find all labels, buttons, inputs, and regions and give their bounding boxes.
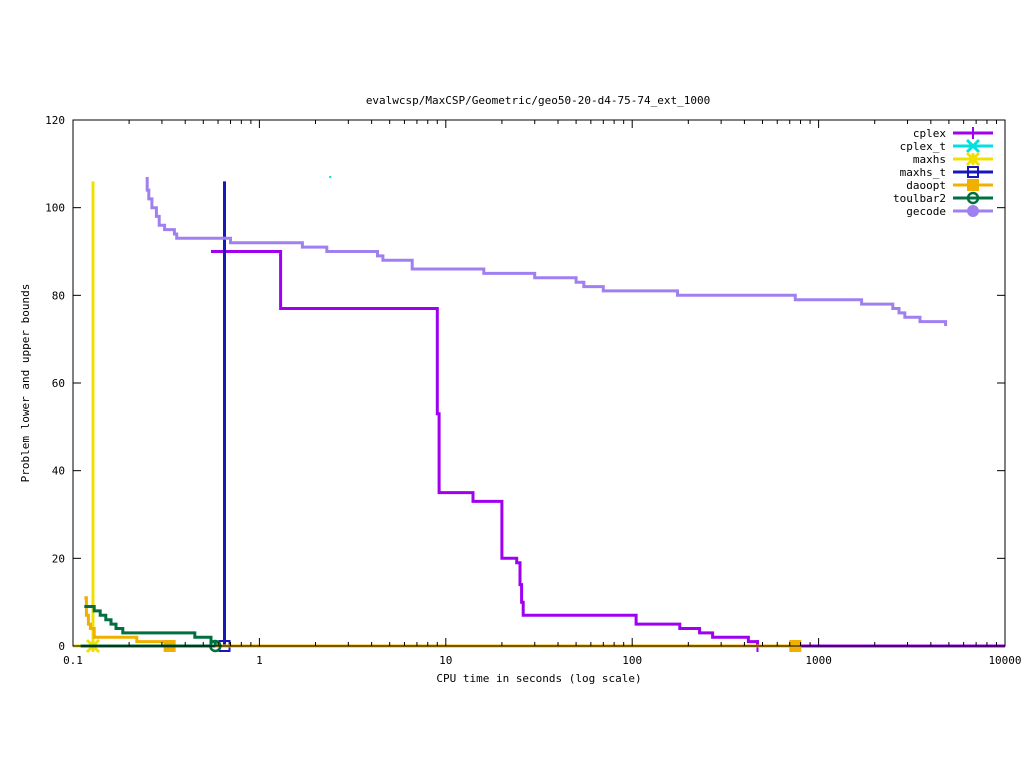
x-tick-label: 10 [439, 654, 452, 667]
series-point [329, 175, 332, 178]
series-daoopt [84, 596, 802, 652]
legend-entry: maxhs_t [900, 166, 993, 179]
legend-entry: cplex [913, 127, 993, 140]
series-gecode [145, 177, 948, 326]
y-tick-label: 20 [52, 552, 65, 565]
y-tick-label: 80 [52, 289, 65, 302]
chart-title: evalwcsp/MaxCSP/Geometric/geo50-20-d4-75… [366, 94, 710, 107]
legend-label: toulbar2 [893, 192, 946, 205]
y-tick-label: 60 [52, 377, 65, 390]
series-line [145, 177, 948, 326]
legend-entry: cplex_t [900, 138, 993, 154]
legend-entry: maxhs [913, 151, 993, 167]
x-tick-label: 100 [622, 654, 642, 667]
series-line [84, 605, 217, 646]
y-axis: 0 20 40 60 80 100 120 [45, 114, 1005, 653]
legend-label: maxhs [913, 153, 946, 166]
y-tick-label: 120 [45, 114, 65, 127]
legend-label: maxhs_t [900, 166, 946, 179]
series-line [211, 250, 759, 646]
series-marker [967, 179, 979, 191]
series-marker [965, 138, 981, 154]
series-cplex [73, 250, 1005, 652]
x-tick-label: 1000 [805, 654, 832, 667]
plot-frame [72, 119, 1006, 647]
series-marker [965, 151, 981, 167]
series-layer [73, 175, 1005, 654]
y-tick-label: 40 [52, 465, 65, 478]
legend-entry: toulbar2 [893, 191, 993, 205]
legend-entry: daoopt [906, 179, 993, 192]
y-tick-label: 0 [58, 640, 65, 653]
series-cplex-t [329, 175, 332, 178]
legend-label: daoopt [906, 179, 946, 192]
series-marker [967, 166, 979, 178]
series-line [84, 596, 172, 646]
x-tick-label: 1 [256, 654, 263, 667]
series-marker [967, 127, 979, 139]
legend-label: cplex [913, 127, 946, 140]
legend-entry: gecode [906, 205, 993, 218]
series-maxhs [73, 181, 101, 654]
legend-label: gecode [906, 205, 946, 218]
series-marker [967, 205, 979, 217]
y-axis-label: Problem lower and upper bounds [19, 284, 32, 483]
x-tick-label: 0.1 [63, 654, 83, 667]
legend: cplexcplex_tmaxhsmaxhs_tdaoopttoulbar2ge… [893, 127, 993, 218]
series-toulbar2 [80, 605, 222, 653]
x-axis: 0.1 1 10 100 1000 10000 [63, 120, 1022, 667]
x-axis-label: CPU time in seconds (log scale) [436, 672, 641, 685]
series-marker [966, 191, 980, 205]
y-tick-label: 100 [45, 202, 65, 215]
x-tick-label: 10000 [988, 654, 1021, 667]
legend-label: cplex_t [900, 140, 946, 153]
